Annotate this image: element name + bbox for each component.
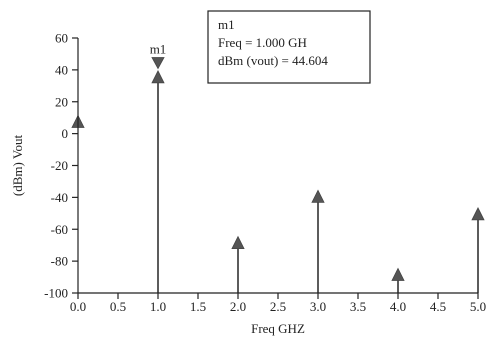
marker-label: m1	[150, 42, 167, 57]
x-tick-label: 0.0	[70, 299, 86, 314]
marker-m1: m1	[150, 42, 167, 70]
marker-readout-frame	[207, 10, 371, 84]
x-tick-label: 5.0	[470, 299, 486, 314]
y-tick-label: -40	[51, 190, 68, 205]
x-tick-label: 2.5	[270, 299, 286, 314]
y-tick-label: -100	[44, 286, 68, 301]
x-tick-label: 1.5	[190, 299, 206, 314]
y-tick-label: 40	[55, 62, 68, 77]
marker-readout-box: m1 Freq = 1.000 GH dBm (vout) = 44.604	[207, 10, 371, 84]
y-tick-label: -60	[51, 222, 68, 237]
stem-point	[311, 189, 325, 203]
marker-readout-name: m1	[218, 17, 235, 32]
x-axis-label: Freq GHZ	[251, 321, 305, 336]
y-axis-label: (dBm) Vout	[10, 134, 25, 196]
y-tick-label: -20	[51, 158, 68, 173]
x-tick-label: 4.5	[430, 299, 446, 314]
x-axis-ticks: 0.0 0.5 1.0 1.5 2.0 2.5 3.0 3.5 4.0 4.5 5.0	[70, 293, 486, 314]
stem-point	[151, 69, 165, 84]
stem-point	[471, 207, 485, 221]
y-tick-label: 20	[55, 94, 68, 109]
y-tick-label: 60	[55, 31, 68, 46]
marker-readout-value: dBm (vout) = 44.604	[218, 53, 328, 68]
y-axis-ticks: 60 40 20 0 -20 -40 -60 -80 -100	[44, 31, 78, 301]
x-tick-label: 3.0	[310, 299, 326, 314]
marker-down-arrow	[151, 57, 165, 70]
x-tick-label: 1.0	[150, 299, 166, 314]
x-tick-label: 2.0	[230, 299, 246, 314]
stem-point	[231, 235, 245, 249]
y-tick-label: -80	[51, 254, 68, 269]
x-tick-label: 4.0	[390, 299, 406, 314]
x-tick-label: 0.5	[110, 299, 126, 314]
data-stems	[71, 69, 485, 293]
x-tick-label: 3.5	[350, 299, 366, 314]
stem-point	[391, 267, 405, 281]
marker-readout-freq: Freq = 1.000 GH	[218, 35, 307, 50]
y-tick-label: 0	[62, 126, 69, 141]
